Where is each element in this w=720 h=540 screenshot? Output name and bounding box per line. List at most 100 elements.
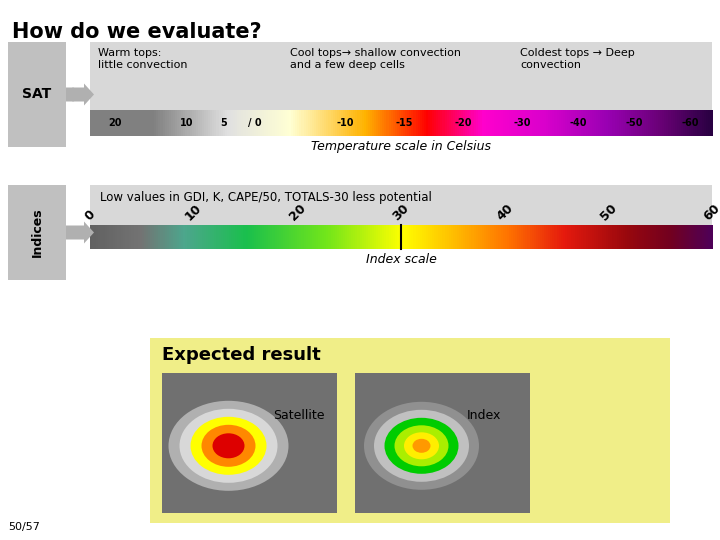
Text: 5: 5: [220, 118, 227, 128]
Bar: [540, 225, 542, 249]
Ellipse shape: [212, 433, 245, 458]
Bar: [428, 110, 431, 136]
Bar: [326, 225, 329, 249]
Bar: [585, 225, 588, 249]
Text: 10: 10: [183, 201, 204, 223]
Bar: [152, 110, 155, 136]
Bar: [158, 225, 161, 249]
Bar: [142, 110, 145, 136]
FancyBboxPatch shape: [8, 185, 66, 280]
Bar: [117, 225, 120, 249]
Bar: [564, 225, 567, 249]
Bar: [621, 110, 624, 136]
Bar: [503, 110, 505, 136]
Ellipse shape: [413, 439, 431, 453]
Bar: [200, 225, 202, 249]
Bar: [519, 225, 522, 249]
Ellipse shape: [395, 426, 449, 467]
Bar: [323, 110, 325, 136]
Bar: [467, 225, 470, 249]
Bar: [281, 110, 284, 136]
Bar: [513, 225, 516, 249]
Bar: [297, 225, 300, 249]
Bar: [613, 225, 615, 249]
Bar: [330, 225, 333, 249]
Bar: [573, 225, 576, 249]
Bar: [161, 110, 163, 136]
Bar: [276, 225, 279, 249]
Bar: [130, 225, 132, 249]
Bar: [526, 225, 528, 249]
Bar: [389, 110, 391, 136]
Bar: [287, 110, 289, 136]
Bar: [227, 110, 230, 136]
Bar: [500, 110, 503, 136]
Bar: [107, 110, 109, 136]
Bar: [163, 110, 165, 136]
Bar: [235, 110, 238, 136]
Bar: [700, 110, 702, 136]
Bar: [364, 110, 366, 136]
Bar: [451, 110, 454, 136]
Bar: [307, 110, 310, 136]
Bar: [415, 225, 418, 249]
Bar: [424, 225, 426, 249]
Bar: [382, 225, 385, 249]
Bar: [691, 110, 694, 136]
Bar: [368, 225, 370, 249]
Bar: [580, 225, 582, 249]
Bar: [395, 110, 397, 136]
Bar: [374, 225, 377, 249]
Bar: [575, 110, 577, 136]
Bar: [411, 110, 414, 136]
Bar: [608, 225, 611, 249]
Text: -15: -15: [395, 118, 413, 128]
Bar: [175, 110, 178, 136]
Bar: [476, 225, 478, 249]
Bar: [229, 110, 232, 136]
Bar: [250, 110, 252, 136]
Text: 0: 0: [82, 207, 98, 223]
Bar: [544, 110, 546, 136]
Bar: [125, 110, 128, 136]
Bar: [639, 110, 642, 136]
Bar: [239, 225, 242, 249]
Bar: [428, 225, 431, 249]
Bar: [618, 110, 621, 136]
Bar: [194, 225, 197, 249]
Bar: [633, 110, 636, 136]
Bar: [387, 110, 389, 136]
Bar: [476, 110, 478, 136]
Bar: [212, 225, 215, 249]
Bar: [465, 110, 468, 136]
Bar: [523, 225, 526, 249]
Bar: [631, 225, 634, 249]
Bar: [165, 110, 167, 136]
Bar: [683, 110, 685, 136]
Bar: [409, 110, 412, 136]
Bar: [554, 225, 557, 249]
Text: 50: 50: [598, 201, 619, 223]
Bar: [269, 225, 271, 249]
Bar: [564, 110, 567, 136]
Bar: [121, 225, 124, 249]
Bar: [335, 225, 337, 249]
Bar: [283, 225, 285, 249]
Bar: [670, 225, 673, 249]
Bar: [241, 110, 244, 136]
Bar: [376, 110, 379, 136]
Bar: [668, 110, 671, 136]
Bar: [644, 225, 646, 249]
FancyArrow shape: [66, 84, 94, 105]
Bar: [181, 110, 184, 136]
Bar: [243, 225, 246, 249]
Bar: [635, 110, 638, 136]
Bar: [235, 225, 238, 249]
Bar: [256, 110, 258, 136]
Bar: [465, 225, 468, 249]
Bar: [436, 110, 438, 136]
FancyBboxPatch shape: [90, 185, 712, 225]
Bar: [689, 225, 692, 249]
Bar: [167, 225, 169, 249]
Bar: [271, 110, 273, 136]
